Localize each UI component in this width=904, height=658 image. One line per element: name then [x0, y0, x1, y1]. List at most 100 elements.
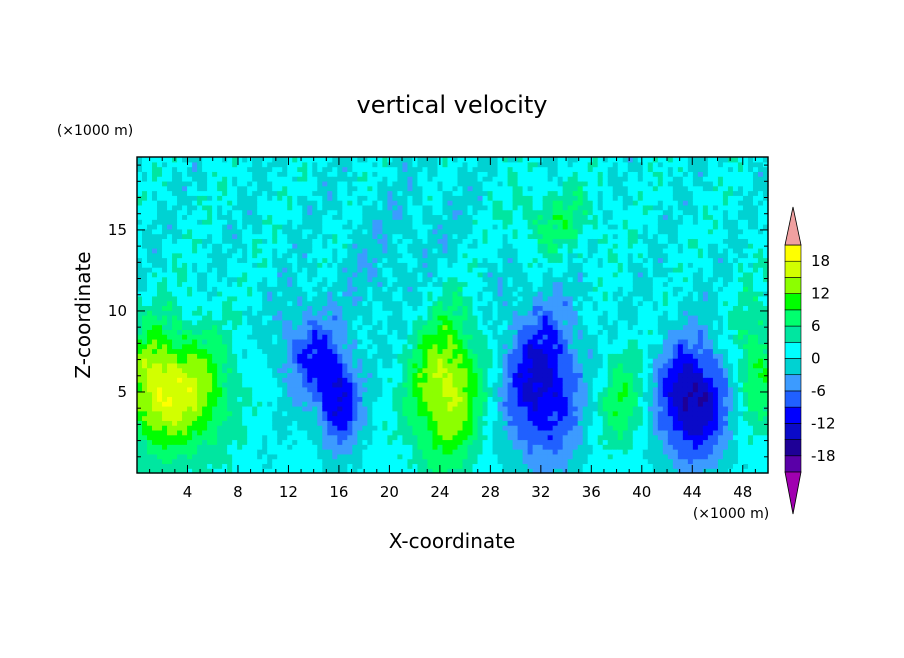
field-cell: [402, 228, 409, 235]
field-cell: [207, 420, 213, 426]
field-cell: [332, 338, 338, 345]
field-cell: [452, 396, 459, 402]
field-cell: [367, 310, 373, 316]
field-cell: [502, 391, 509, 397]
field-cell: [262, 343, 268, 350]
field-cell: [492, 276, 499, 283]
field-cell: [272, 190, 278, 196]
field-cell: [337, 468, 343, 474]
field-cell: [282, 353, 288, 359]
field-cell: [307, 310, 313, 316]
field-cell: [222, 372, 228, 378]
field-cell: [177, 439, 183, 445]
field-cell: [167, 386, 173, 393]
field-cell: [347, 238, 353, 244]
field-cell: [202, 343, 208, 350]
field-cell: [492, 353, 499, 359]
field-cell: [167, 233, 173, 239]
field-cell: [422, 391, 429, 397]
field-cell: [477, 176, 484, 182]
field-cell: [352, 434, 358, 441]
field-cell: [392, 444, 399, 450]
field-cell: [307, 338, 313, 345]
field-cell: [447, 391, 454, 397]
x-axis-label: X-coordinate: [389, 529, 516, 553]
field-cell: [362, 353, 368, 359]
field-cell: [502, 228, 509, 235]
field-cell: [197, 257, 203, 263]
field-cell: [437, 300, 444, 307]
field-cell: [387, 401, 394, 407]
field-cell: [442, 209, 449, 216]
field-cell: [207, 291, 213, 297]
field-cell: [297, 243, 303, 249]
field-cell: [337, 382, 343, 388]
field-cell: [447, 310, 454, 316]
field-cell: [507, 238, 514, 244]
field-cell: [202, 305, 208, 311]
field-cell: [312, 420, 318, 426]
field-cell: [442, 458, 449, 465]
field-cell: [197, 453, 203, 460]
field-cell: [137, 362, 143, 369]
field-cell: [487, 276, 494, 283]
field-cell: [147, 305, 153, 311]
field-cell: [482, 429, 489, 436]
field-cell: [402, 348, 409, 354]
field-cell: [147, 171, 153, 177]
field-cell: [377, 386, 383, 393]
field-cell: [192, 463, 198, 469]
field-cell: [292, 377, 298, 383]
field-cell: [437, 396, 444, 402]
field-cell: [142, 391, 148, 397]
field-cell: [457, 449, 464, 455]
field-cell: [407, 362, 414, 369]
field-cell: [152, 161, 158, 168]
field-cell: [467, 415, 474, 421]
field-cell: [167, 219, 173, 225]
field-cell: [342, 377, 348, 383]
field-cell: [437, 401, 444, 407]
field-cell: [397, 372, 404, 378]
field-cell: [317, 449, 323, 455]
field-cell: [252, 200, 258, 206]
field-cell: [222, 185, 228, 192]
field-cell: [457, 271, 464, 278]
field-cell: [192, 166, 198, 172]
field-cell: [187, 166, 193, 172]
field-cell: [202, 338, 208, 345]
field-cell: [202, 219, 208, 225]
field-cell: [412, 195, 419, 201]
field-cell: [497, 166, 504, 172]
field-cell: [187, 449, 193, 455]
field-cell: [167, 300, 173, 307]
field-cell: [492, 396, 499, 402]
field-cell: [257, 391, 263, 397]
field-cell: [422, 209, 429, 216]
field-cell: [452, 291, 459, 297]
field-cell: [487, 300, 494, 307]
field-cell: [427, 434, 434, 441]
field-cell: [377, 319, 383, 326]
field-cell: [297, 377, 303, 383]
field-cell: [232, 458, 238, 465]
field-cell: [422, 224, 429, 230]
field-cell: [287, 224, 293, 230]
field-cell: [157, 338, 163, 345]
field-cell: [492, 247, 499, 254]
field-cell: [287, 209, 293, 216]
field-cell: [142, 382, 148, 388]
field-cell: [472, 458, 479, 465]
field-cell: [372, 180, 378, 187]
field-cell: [357, 281, 363, 287]
field-cell: [217, 286, 223, 292]
field-cell: [202, 391, 208, 397]
field-cell: [137, 257, 143, 263]
field-cell: [332, 190, 338, 196]
field-cell: [272, 425, 278, 431]
field-cell: [277, 386, 283, 393]
field-cell: [342, 243, 348, 249]
field-cell: [187, 358, 193, 364]
field-cell: [332, 367, 338, 374]
field-cell: [187, 214, 193, 220]
